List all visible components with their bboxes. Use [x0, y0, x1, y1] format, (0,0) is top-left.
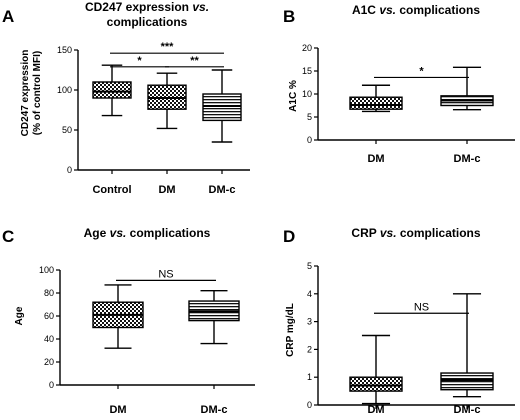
- significance-label: ***: [161, 41, 175, 53]
- title-part: complications: [126, 226, 210, 240]
- y-tick-label: 100: [57, 85, 72, 95]
- y-tick-label: 3: [307, 317, 312, 327]
- y-tick-label: 150: [57, 45, 72, 55]
- y-tick-label: 0: [49, 380, 54, 390]
- y-tick-label: 20: [44, 357, 54, 367]
- y-axis-label: (% of control MFI): [32, 51, 43, 135]
- box-iqr: [349, 376, 403, 392]
- y-tick-label: 4: [307, 289, 312, 299]
- significance-label: **: [190, 55, 199, 67]
- chart-title: A1C vs. complications: [352, 3, 480, 17]
- chart-title: CRP vs. complications: [351, 226, 480, 240]
- title-part: A1C: [352, 3, 379, 17]
- title-part: complications: [397, 226, 481, 240]
- y-tick-label: 10: [302, 89, 312, 99]
- box-dm: [147, 72, 187, 130]
- x-category-label: DM: [367, 153, 384, 165]
- panel-letter: C: [2, 227, 14, 246]
- x-category-label: DM-c: [209, 184, 236, 196]
- y-tick-label: 60: [44, 311, 54, 321]
- box-dm-c: [202, 69, 242, 143]
- y-axis-label: A1C %: [288, 80, 299, 112]
- box-dm-c: [440, 66, 494, 111]
- title-part: vs.: [192, 0, 209, 14]
- title-part: complications: [396, 3, 480, 17]
- y-axis-label: CD247 expression: [20, 50, 31, 137]
- y-tick-label: 5: [307, 112, 312, 122]
- panel-letter: A: [2, 7, 14, 26]
- x-category-label: DM: [367, 404, 384, 416]
- panel-d: D CRP vs. complications CRP mg/dL 0 1 2 3 4 5 DM D…: [283, 226, 515, 416]
- x-category-label: DM-c: [454, 153, 481, 165]
- panel-letter: B: [283, 7, 295, 26]
- y-tick-label: 0: [67, 165, 72, 175]
- y-tick-label: 1: [307, 372, 312, 382]
- chart-title-line-2: complications: [107, 15, 188, 29]
- box-iqr: [349, 96, 403, 110]
- significance-label: NS: [414, 301, 429, 313]
- significance-label: *: [137, 55, 142, 67]
- x-category-label: DM: [158, 184, 175, 196]
- chart-title: Age vs. complications: [84, 226, 211, 240]
- significance-label: *: [419, 65, 424, 77]
- y-tick-label: 100: [39, 265, 54, 275]
- y-tick-label: 20: [302, 43, 312, 53]
- box-dm-c: [440, 293, 494, 398]
- x-category-label: Control: [92, 184, 131, 196]
- panel-letter: D: [283, 227, 295, 246]
- y-tick-label: 80: [44, 288, 54, 298]
- y-tick-label: 50: [62, 125, 72, 135]
- box-iqr: [440, 372, 494, 391]
- box-dm: [349, 84, 403, 113]
- box-dm-c: [188, 290, 240, 345]
- y-tick-label: 2: [307, 344, 312, 354]
- title-part: Age: [84, 226, 110, 240]
- x-category-label: DM: [109, 404, 126, 416]
- box-control: [92, 64, 132, 117]
- box-dm: [92, 284, 144, 349]
- box-iqr: [202, 93, 242, 122]
- panel-a: A CD247 expression vs.complicationsCD247 …: [2, 0, 250, 196]
- x-category-label: DM-c: [201, 404, 228, 416]
- significance-label: NS: [158, 268, 173, 280]
- title-part: CD247 expression: [85, 0, 192, 14]
- y-axis-label: Age: [14, 306, 25, 325]
- y-tick-label: 0: [307, 135, 312, 145]
- box-dm: [349, 334, 403, 405]
- panel-b: B A1C vs. complications A1C % 0 5 10 15 20 DM DM-…: [283, 3, 515, 165]
- box-iqr: [92, 81, 132, 99]
- y-tick-label: 5: [307, 261, 312, 271]
- x-category-label: DM-c: [454, 404, 481, 416]
- y-tick-label: 0: [307, 400, 312, 410]
- chart-title-line-1: CD247 expression vs.: [85, 0, 209, 14]
- y-tick-label: 15: [302, 66, 312, 76]
- title-part: CRP: [351, 226, 379, 240]
- y-tick-label: 40: [44, 334, 54, 344]
- title-part: vs.: [379, 3, 396, 17]
- title-part: vs.: [110, 226, 127, 240]
- y-axis-label: CRP mg/dL: [285, 303, 296, 357]
- title-part: vs.: [380, 226, 397, 240]
